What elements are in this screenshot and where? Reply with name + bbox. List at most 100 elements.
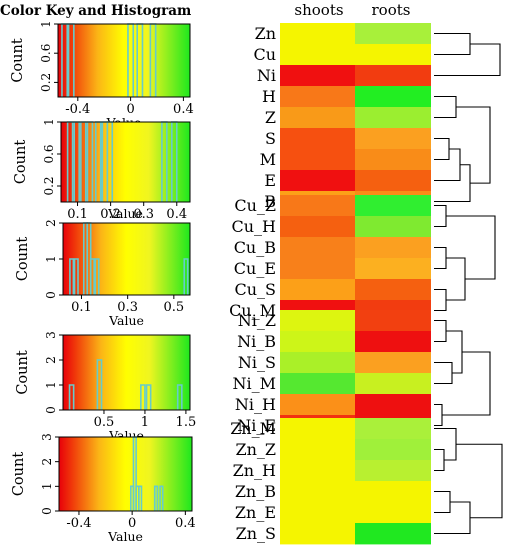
dendrogram-branch — [434, 361, 453, 385]
x-axis-label: Value — [107, 206, 143, 221]
y-axis-label: Count — [11, 452, 27, 497]
dendrogram-branch — [456, 443, 503, 519]
heatmap-cell-shoots — [280, 65, 356, 87]
dendrogram-branch — [434, 448, 445, 472]
x-tick-label: 0.5 — [94, 415, 115, 430]
histogram-bar — [145, 384, 152, 410]
heatmap-row: H — [262, 86, 431, 108]
dendrogram-2 — [434, 95, 491, 203]
dendrogram-branch — [434, 427, 457, 461]
row-label: H — [262, 87, 276, 106]
row-label: Cu_E — [234, 259, 276, 278]
heatmap-cell-roots — [355, 195, 431, 217]
dendrogram-branch — [446, 215, 496, 280]
y-axis-label: Count — [15, 237, 31, 282]
heatmap-row: Ni_S — [238, 352, 431, 374]
heatmap-cell-shoots — [280, 460, 356, 482]
heatmap-cell-shoots — [280, 107, 356, 129]
row-label: Ni_S — [238, 353, 276, 372]
heatmap-row: Zn — [255, 23, 431, 45]
y-tick-label: 0 — [40, 507, 54, 515]
dendrogram-branch — [434, 501, 471, 535]
heatmap-row: Ni_B — [237, 331, 431, 353]
heatmap-cell-roots — [355, 523, 431, 545]
dendrogram-branch — [434, 403, 443, 427]
dendrogram-branch — [434, 319, 447, 343]
heatmap-cell-shoots — [280, 352, 356, 374]
heatmap-cell-shoots — [280, 44, 356, 66]
row-label: S — [265, 129, 276, 148]
dendrogram-branch — [456, 106, 491, 184]
histogram-bar — [159, 485, 164, 511]
histogram-panel-2: 0.1 0.2 0.3 0.4 0.2 0.6 1 Value Count — [13, 118, 191, 222]
heatmap-cell-shoots — [280, 523, 356, 545]
row-label: Cu — [253, 45, 276, 64]
y-tick-label: 3 — [40, 433, 54, 441]
histogram-bar — [73, 258, 79, 295]
heatmap-cell-roots — [355, 128, 431, 150]
histogram-frame — [60, 121, 191, 203]
dendrogram-5 — [434, 427, 503, 535]
y-tick-label: 0.2 — [42, 176, 56, 195]
heatmap-row: Zn_B — [235, 481, 431, 503]
histogram-frame — [57, 23, 191, 98]
row-label: Zn_Z — [235, 440, 276, 459]
heatmap-row: Cu_S — [234, 279, 431, 301]
heatmap-row: Ni — [257, 65, 431, 87]
color-key-gradient — [63, 335, 190, 410]
heatmap-cell-roots — [355, 481, 431, 503]
figure-title: Color Key and Histogram — [0, 3, 191, 19]
x-tick-label: -0.4 — [66, 516, 91, 531]
dendrogram-branch — [446, 330, 463, 374]
x-tick-label: 0.1 — [71, 300, 92, 315]
histogram-bar — [94, 258, 100, 295]
heatmap-cell-shoots — [280, 86, 356, 108]
x-axis-label: Value — [108, 313, 144, 328]
histogram-bar — [96, 359, 103, 410]
y-tick-label: 1 — [44, 255, 58, 263]
x-tick-label: -0.4 — [65, 102, 90, 117]
heatmap-row: Cu_Z — [234, 195, 431, 217]
heatmap-cell-shoots — [280, 373, 356, 395]
histogram-frame — [58, 436, 193, 512]
dendrogram-branch — [442, 351, 491, 416]
heatmap-cell-roots — [355, 107, 431, 129]
heatmap-cell-roots — [355, 373, 431, 395]
heatmap-cell-shoots — [280, 481, 356, 503]
dendrogram-branch — [446, 257, 466, 301]
heatmap-row: Ni_H — [235, 394, 431, 416]
heatmap-group-4: Ni_Z Ni_B Ni_S Ni_M Ni_H Ni_E — [233, 310, 431, 437]
heatmap-cell-shoots — [280, 23, 356, 45]
color-key-gradient — [61, 122, 190, 202]
row-label: Ni_M — [233, 374, 277, 393]
heatmap-cell-roots — [355, 352, 431, 374]
heatmap-group-3: Cu_Z Cu_H Cu_B Cu_E Cu_S Cu_M — [229, 195, 431, 322]
histogram-frame — [62, 334, 191, 411]
heatmap-row: Ni_M — [233, 373, 431, 395]
y-axis-label: Count — [10, 38, 26, 83]
heatmap: ZnCuNiHZSMEBCu_ZCu_HCu_BCu_ECu_SCu_MNi_Z… — [229, 23, 431, 545]
x-tick-label: 1 — [141, 415, 149, 430]
y-tick-label: 3 — [44, 331, 58, 339]
dendrogram-branch — [434, 137, 450, 161]
heatmap-cell-roots — [355, 86, 431, 108]
heatmap-group-5: Zn_M Zn_Z Zn_H Zn_B Zn_E Zn_S — [230, 418, 431, 545]
histogram-panel-5: -0.4 0 0.4 0 1 2 3 Value Count — [11, 433, 196, 544]
y-tick-label: 0.2 — [39, 73, 53, 92]
column-label-shoots: shoots — [294, 1, 343, 19]
heatmap-row: Cu_B — [234, 237, 431, 259]
row-label: Z — [265, 108, 276, 127]
row-label: Zn_E — [235, 503, 276, 522]
heatmap-cell-shoots — [280, 310, 356, 332]
y-tick-label: 0 — [44, 291, 58, 299]
dendrogram-branch — [434, 288, 447, 312]
y-tick-label: 1 — [42, 118, 56, 126]
row-label: Ni_E — [237, 416, 276, 435]
y-axis-label: Count — [13, 140, 29, 185]
y-tick-label: 1 — [44, 381, 58, 389]
row-label: Zn_M — [230, 419, 276, 438]
heatmap-row: Cu_H — [232, 216, 431, 238]
heatmap-cell-shoots — [280, 216, 356, 238]
